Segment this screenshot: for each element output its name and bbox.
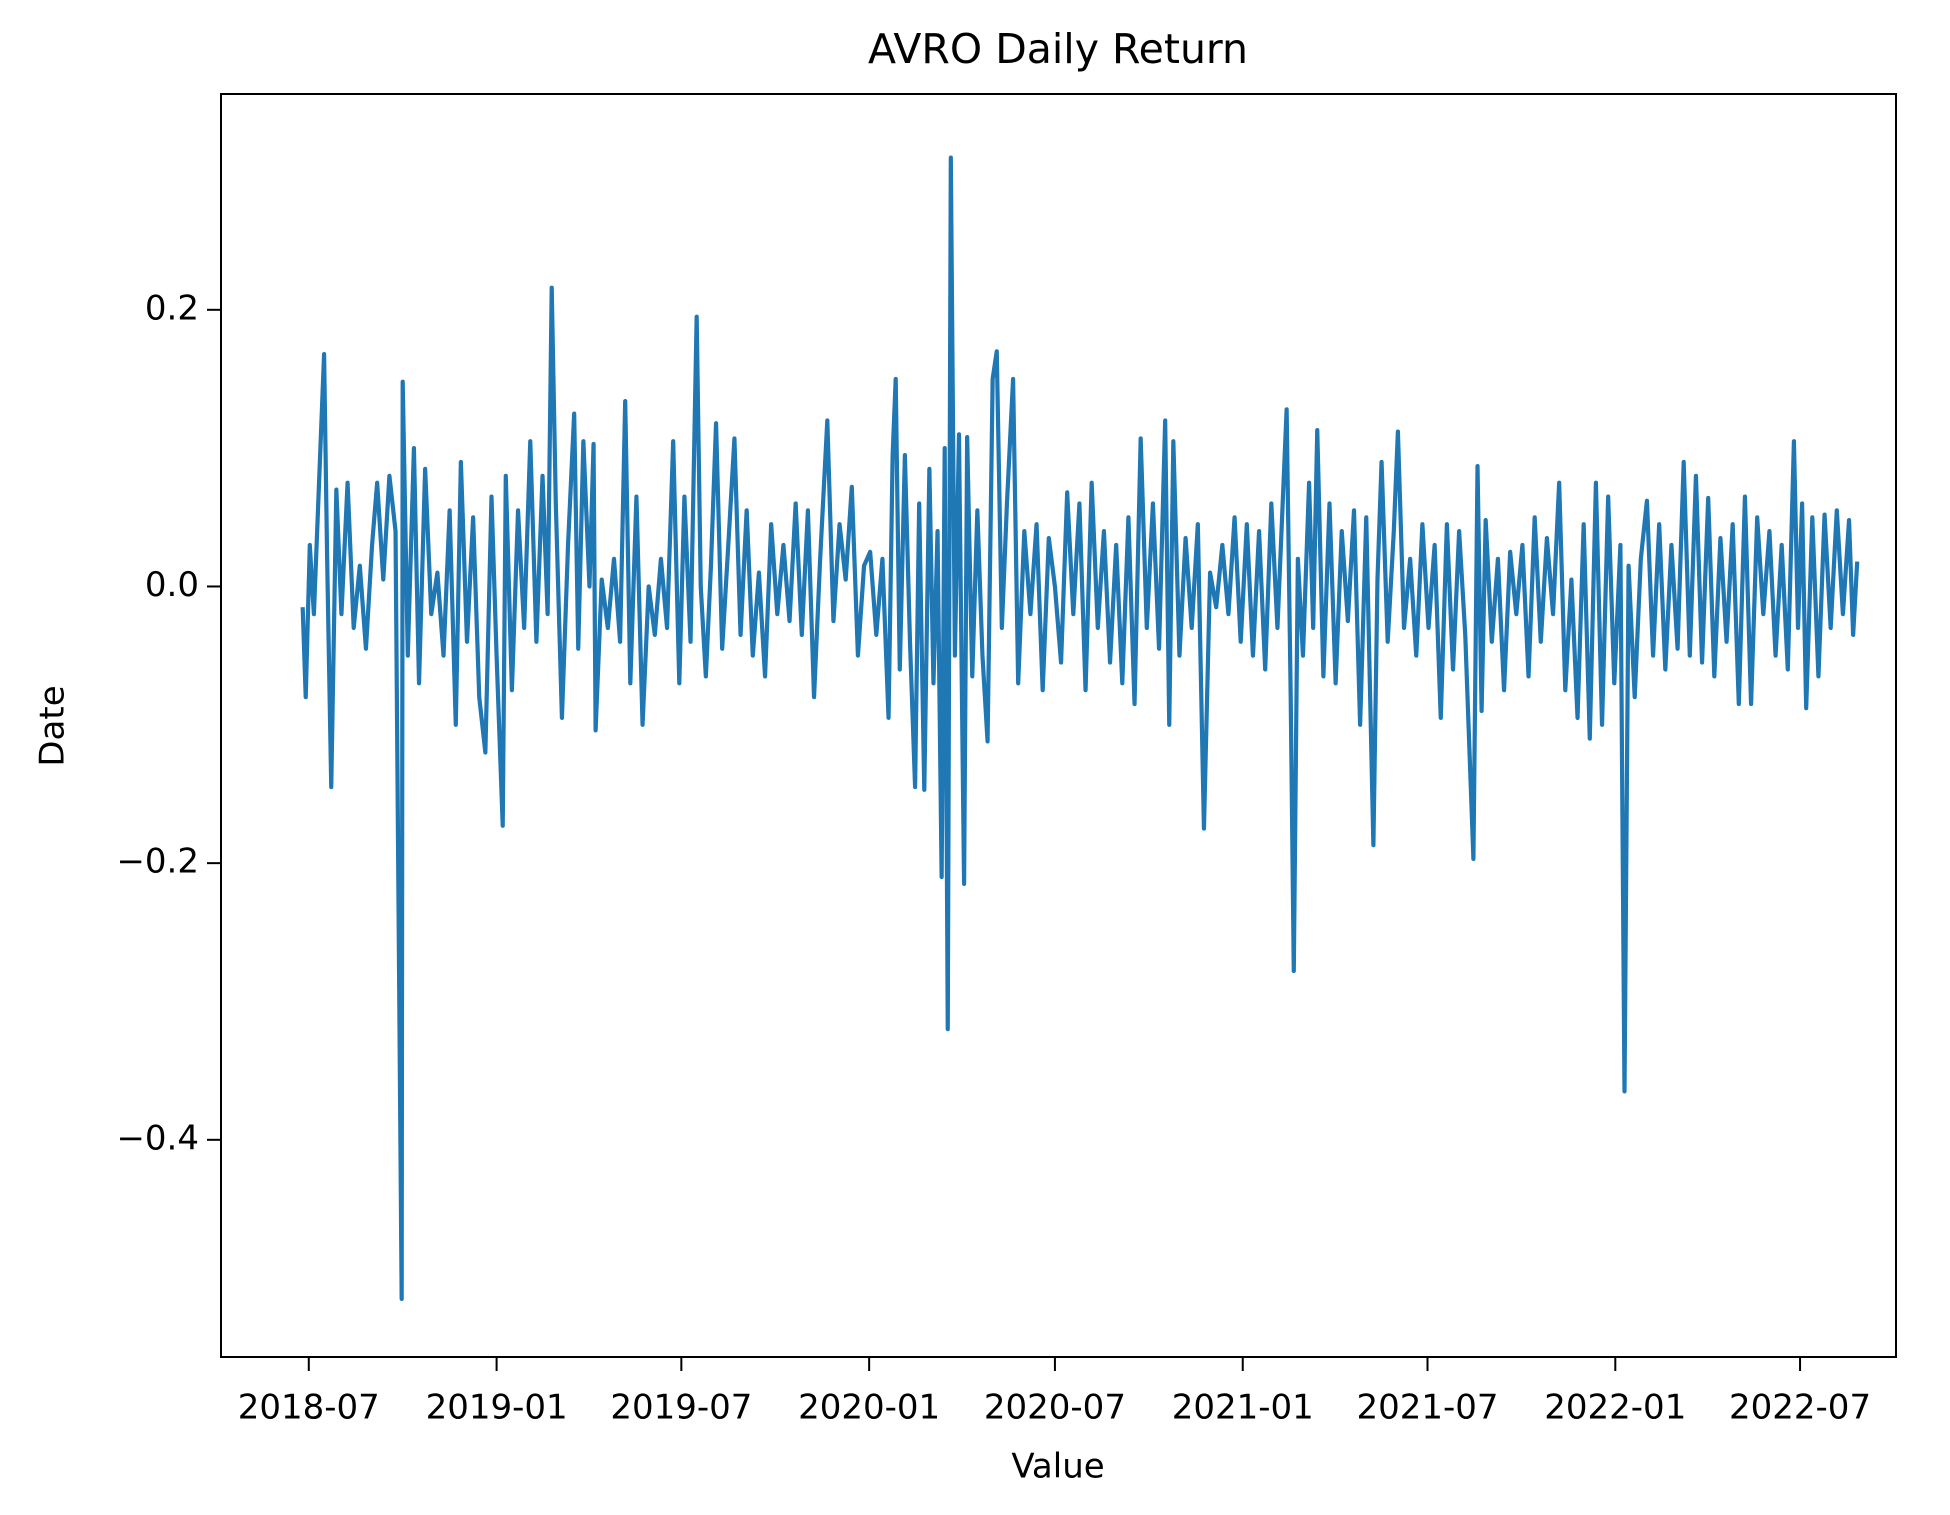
- y-tick-label: −0.4: [116, 1118, 199, 1158]
- x-tick-label: 2020-07: [984, 1388, 1126, 1428]
- x-axis-label: Value: [1011, 1447, 1104, 1487]
- x-tick-label: 2020-01: [798, 1388, 940, 1428]
- x-tick-label: 2019-07: [610, 1388, 752, 1428]
- data-line: [300, 155, 1860, 1301]
- y-tick-label: −0.2: [116, 842, 199, 882]
- x-tick-label: 2021-01: [1172, 1388, 1314, 1428]
- y-axis-label: Date: [33, 685, 73, 766]
- y-tick-label: 0.2: [145, 288, 199, 328]
- chart-title: AVRO Daily Return: [868, 25, 1248, 73]
- x-tick-label: 2018-07: [238, 1388, 380, 1428]
- x-tick-label: 2022-07: [1729, 1388, 1871, 1428]
- x-tick-label: 2021-07: [1356, 1388, 1498, 1428]
- plot-frame: [220, 93, 1897, 1358]
- y-tick-label: 0.0: [145, 565, 199, 605]
- x-tick-label: 2022-01: [1544, 1388, 1686, 1428]
- x-tick-label: 2019-01: [426, 1388, 568, 1428]
